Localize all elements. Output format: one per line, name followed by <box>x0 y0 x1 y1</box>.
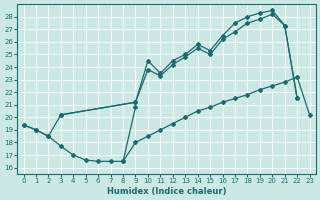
X-axis label: Humidex (Indice chaleur): Humidex (Indice chaleur) <box>107 187 226 196</box>
